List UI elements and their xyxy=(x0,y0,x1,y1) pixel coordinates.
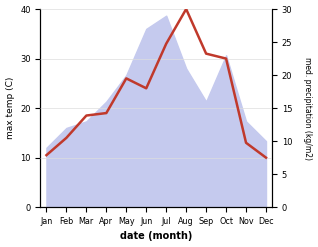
Y-axis label: med. precipitation (kg/m2): med. precipitation (kg/m2) xyxy=(303,57,313,160)
Y-axis label: max temp (C): max temp (C) xyxy=(5,77,15,139)
X-axis label: date (month): date (month) xyxy=(120,231,192,242)
